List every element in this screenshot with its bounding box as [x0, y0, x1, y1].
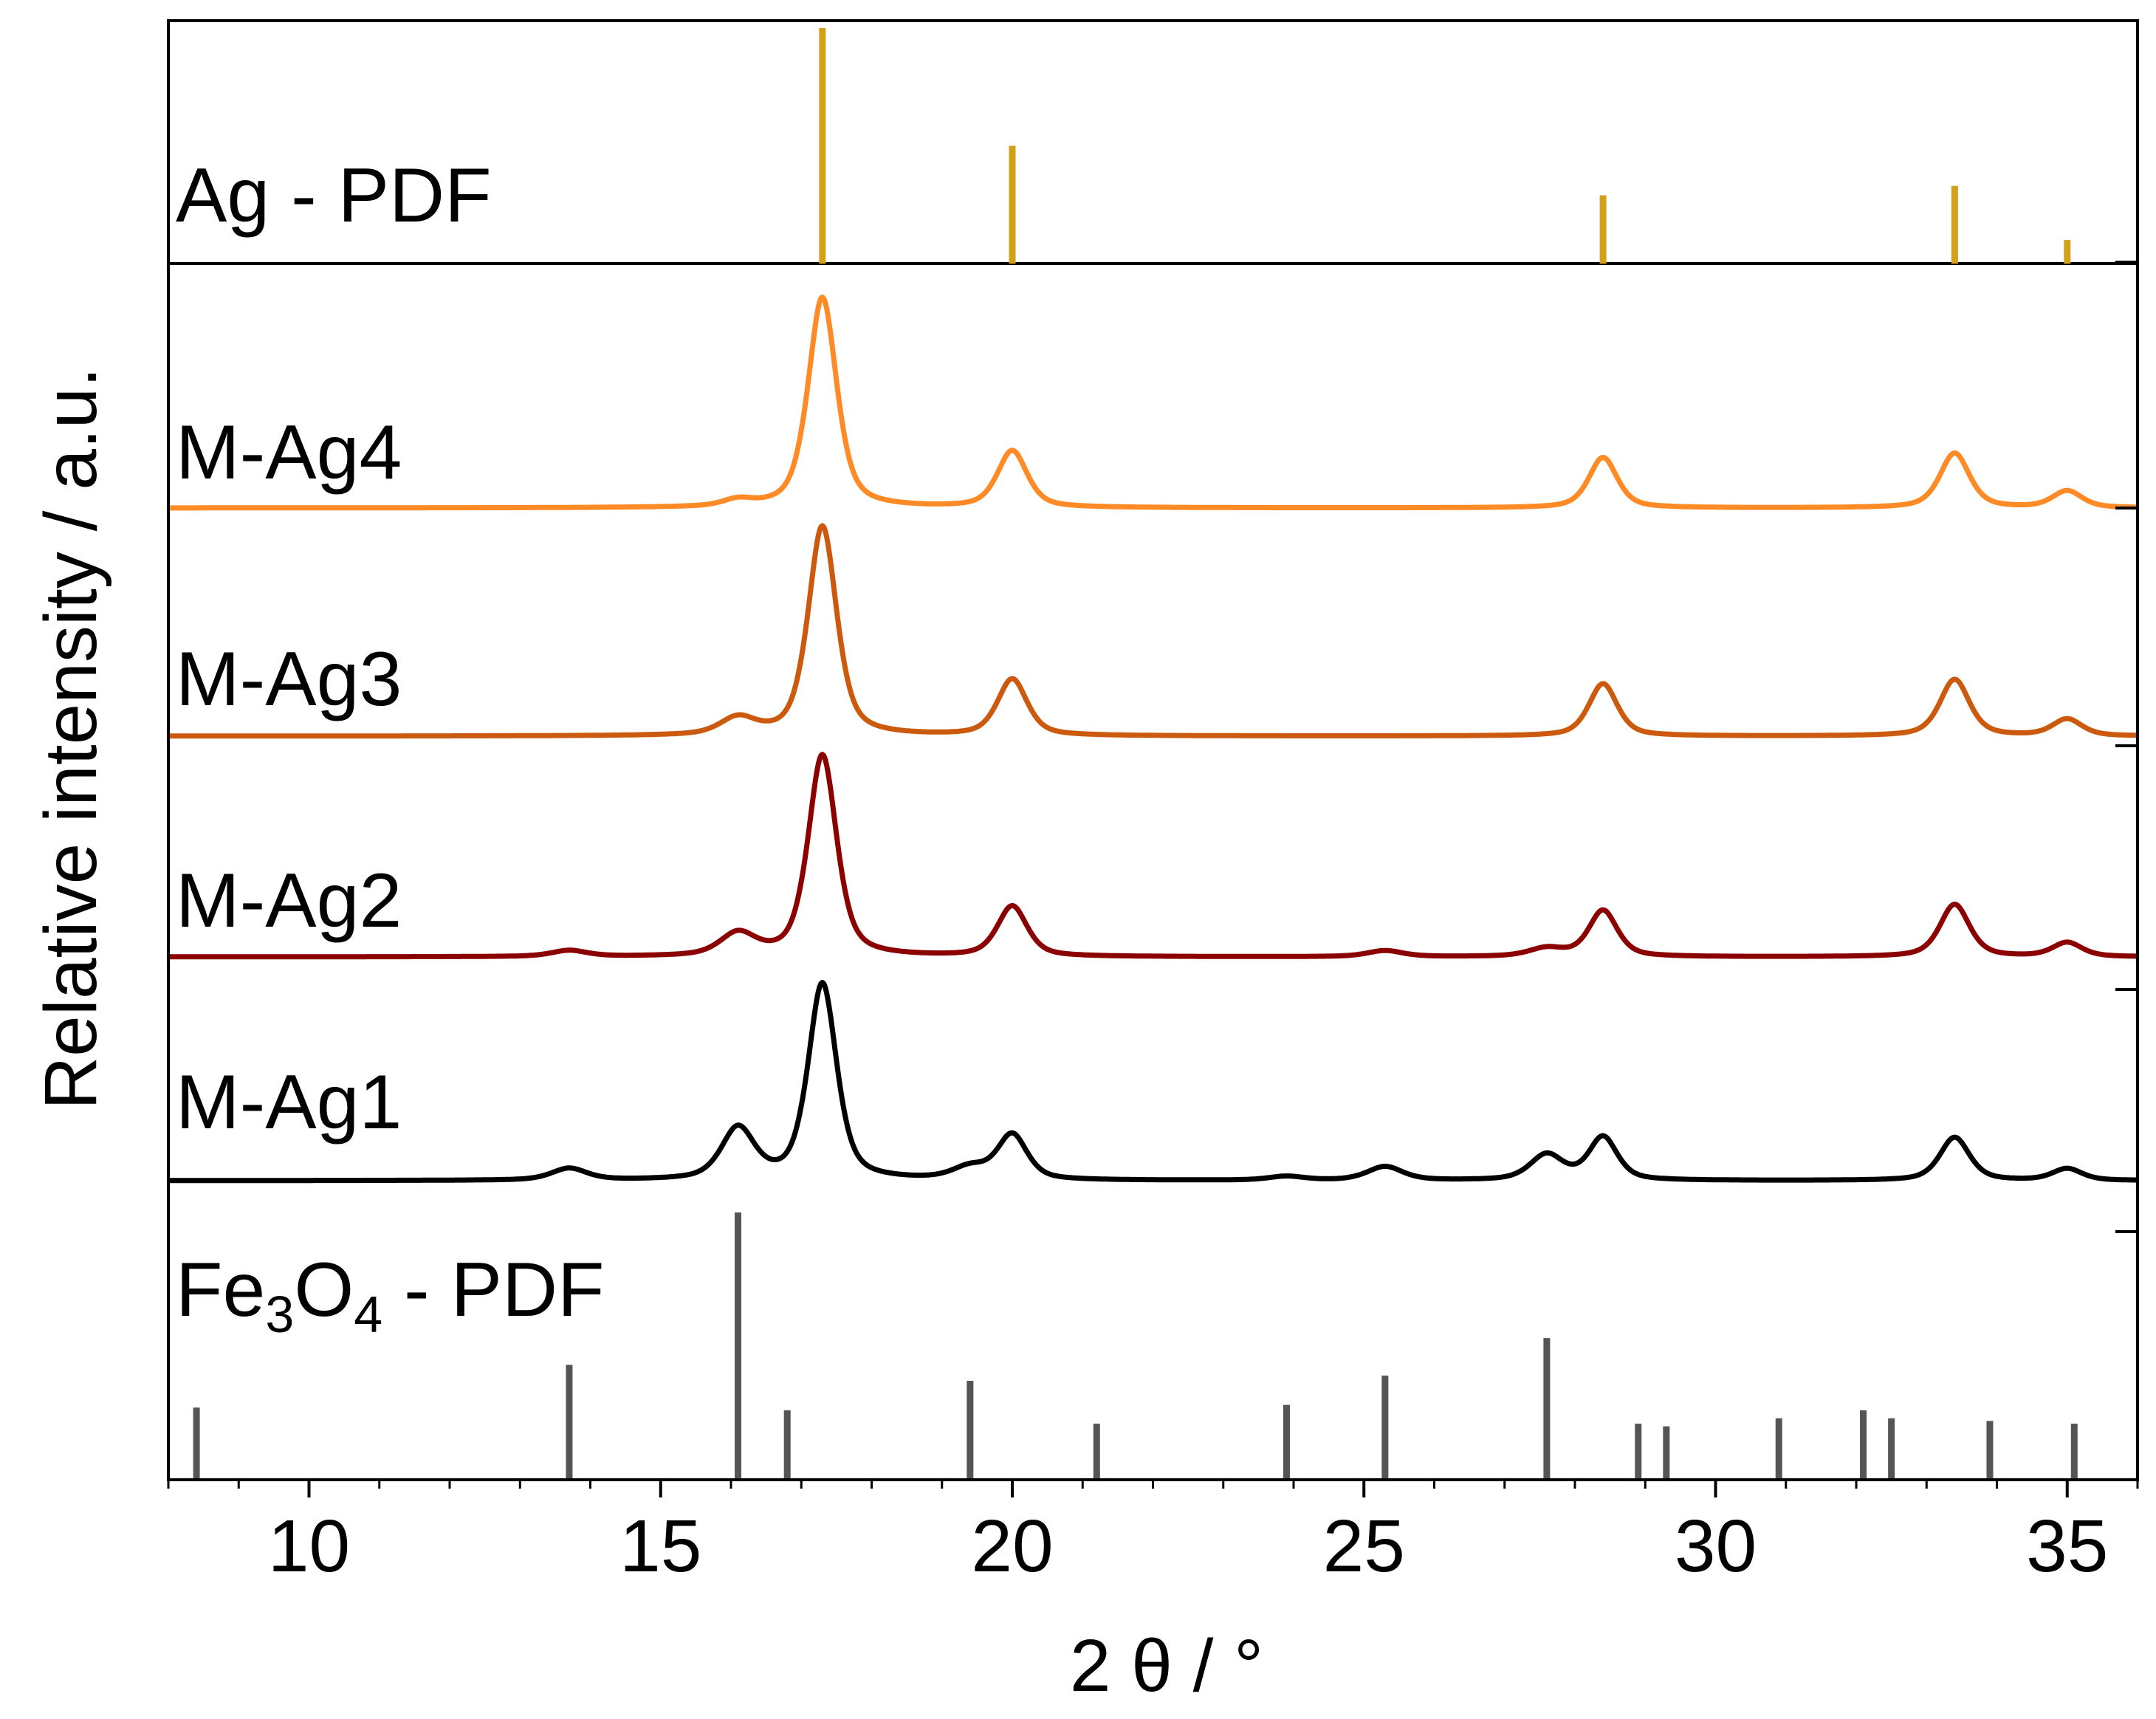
diffraction-traces [167, 294, 2139, 1184]
fe-element: Fe [176, 1247, 265, 1333]
trace-labels: Ag - PDF M-Ag4 M-Ag3 M-Ag2 M-Ag1 Fe3O4 -… [176, 153, 605, 1343]
m-ag4-trace [167, 294, 2139, 511]
x-axis-ticks: 10 15 20 25 30 35 [167, 1480, 2139, 1588]
m-ag3-trace [167, 523, 2139, 739]
x-tick-label: 15 [619, 1505, 701, 1588]
x-tick-label: 25 [1323, 1505, 1405, 1588]
x-axis-label: 2 θ / ° [1070, 1624, 1263, 1707]
m-ag2-label: M-Ag2 [176, 858, 402, 944]
x-tick-label: 30 [1675, 1505, 1757, 1588]
right-axis-ticks [2115, 261, 2138, 1233]
m-ag4-label: M-Ag4 [176, 410, 402, 495]
ag-reference-pattern [819, 28, 2071, 264]
o-subscript: 4 [354, 1286, 382, 1343]
fe3o4-reference-pattern [193, 1212, 2078, 1480]
x-tick-label: 10 [268, 1505, 350, 1588]
pdf-suffix: - PDF [382, 1247, 604, 1333]
ag-pdf-label: Ag - PDF [176, 153, 492, 239]
m-ag3-label: M-Ag3 [176, 637, 402, 722]
y-axis-label: Relative intensity / a.u. [30, 367, 112, 1110]
m-ag2-trace [167, 752, 2139, 960]
m-ag1-label: M-Ag1 [176, 1060, 402, 1145]
x-tick-label: 20 [971, 1505, 1053, 1588]
fe3o4-pdf-label: Fe3O4 - PDF [176, 1247, 605, 1343]
x-tick-label: 35 [2026, 1505, 2108, 1588]
o-element: O [294, 1247, 354, 1333]
m-ag1-trace [167, 980, 2139, 1184]
fe-subscript: 3 [265, 1286, 294, 1343]
